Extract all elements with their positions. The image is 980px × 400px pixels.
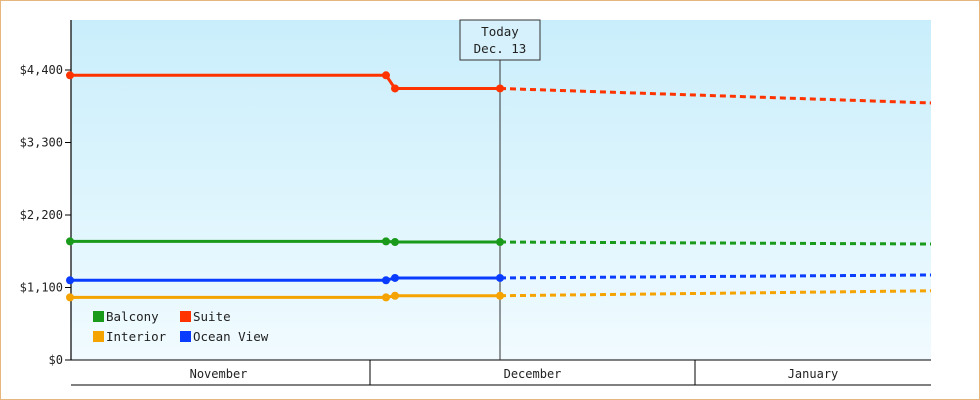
interior-point[interactable] bbox=[391, 291, 399, 300]
ocean-view-point[interactable] bbox=[391, 273, 399, 282]
y-tick-label: $2,200 bbox=[20, 208, 63, 222]
interior-point[interactable] bbox=[382, 293, 390, 302]
legend-swatch-ocean-view bbox=[180, 331, 191, 342]
ocean-view-actual-line bbox=[70, 276, 500, 282]
ocean-view-point[interactable] bbox=[66, 276, 74, 285]
legend-label-balcony: Balcony bbox=[106, 309, 159, 324]
x-axis: November December January bbox=[71, 359, 931, 386]
series-suite bbox=[66, 71, 932, 105]
today-date-label: Dec. 13 bbox=[474, 41, 527, 56]
today-marker: Today Dec. 13 bbox=[459, 19, 541, 360]
y-tick-label: $4,400 bbox=[20, 63, 63, 77]
ocean-view-point[interactable] bbox=[496, 273, 504, 282]
series-balcony bbox=[66, 237, 932, 247]
balcony-point[interactable] bbox=[382, 237, 390, 246]
suite-actual-line bbox=[70, 73, 500, 90]
series-ocean-view bbox=[66, 273, 932, 285]
interior-forecast-line bbox=[499, 289, 932, 298]
legend-label-suite: Suite bbox=[193, 309, 231, 324]
legend-label-ocean-view: Ocean View bbox=[193, 329, 269, 344]
legend-label-interior: Interior bbox=[106, 329, 167, 344]
interior-actual-line bbox=[70, 294, 500, 299]
legend: Balcony Suite Interior Ocean View bbox=[93, 309, 269, 344]
legend-swatch-suite bbox=[180, 311, 191, 322]
ocean-view-point[interactable] bbox=[382, 276, 390, 285]
balcony-point[interactable] bbox=[66, 237, 74, 246]
legend-swatch-interior bbox=[93, 331, 104, 342]
series-interior bbox=[66, 289, 932, 302]
month-label: January bbox=[788, 367, 839, 381]
suite-point[interactable] bbox=[382, 71, 390, 80]
month-label: December bbox=[504, 367, 562, 381]
month-label: November bbox=[190, 367, 248, 381]
y-axis: $0 $1,100 $2,200 $3,300 $4,400 bbox=[20, 20, 72, 367]
suite-point[interactable] bbox=[496, 84, 504, 93]
suite-forecast-line bbox=[499, 86, 932, 105]
interior-point[interactable] bbox=[496, 291, 504, 300]
y-tick-label: $1,100 bbox=[20, 281, 63, 295]
balcony-point[interactable] bbox=[496, 238, 504, 247]
balcony-forecast-line bbox=[499, 240, 932, 246]
interior-point[interactable] bbox=[66, 293, 74, 302]
legend-swatch-balcony bbox=[93, 311, 104, 322]
today-box bbox=[459, 19, 541, 61]
suite-point[interactable] bbox=[66, 71, 74, 80]
ocean-view-forecast-line bbox=[499, 273, 932, 280]
balcony-actual-line bbox=[70, 239, 500, 244]
series-layer bbox=[66, 71, 932, 302]
suite-point[interactable] bbox=[391, 84, 399, 93]
today-label: Today bbox=[481, 24, 519, 39]
balcony-point[interactable] bbox=[391, 238, 399, 247]
y-tick-label: $0 bbox=[49, 353, 63, 367]
y-tick-label: $3,300 bbox=[20, 136, 63, 150]
